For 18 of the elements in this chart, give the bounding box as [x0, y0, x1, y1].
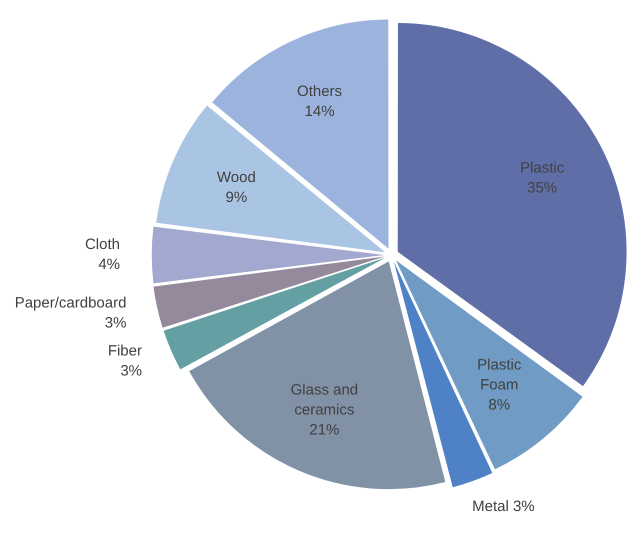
slice-label: Glass and ceramics [290, 381, 358, 418]
data-label: 4% [98, 256, 120, 274]
slice-label: Plastic [520, 159, 565, 176]
data-label: 21% [309, 421, 340, 438]
data-label: 3% [104, 314, 126, 332]
slice-label: Plastic Foam [477, 356, 522, 394]
slice-label: Cloth [84, 236, 120, 254]
slice-label: Fiber [108, 342, 142, 360]
data-label: 35% [527, 179, 558, 196]
data-label: 9% [226, 189, 248, 206]
data-label: 8% [488, 396, 510, 414]
data-label: 3% [512, 498, 535, 515]
data-label: 14% [304, 103, 335, 120]
slice-label: Others [297, 83, 342, 100]
slice-label: Paper/cardboard [14, 294, 126, 312]
data-label: 3% [120, 362, 142, 380]
slice-label: Metal [472, 498, 509, 515]
slice-label: Wood [216, 169, 256, 186]
